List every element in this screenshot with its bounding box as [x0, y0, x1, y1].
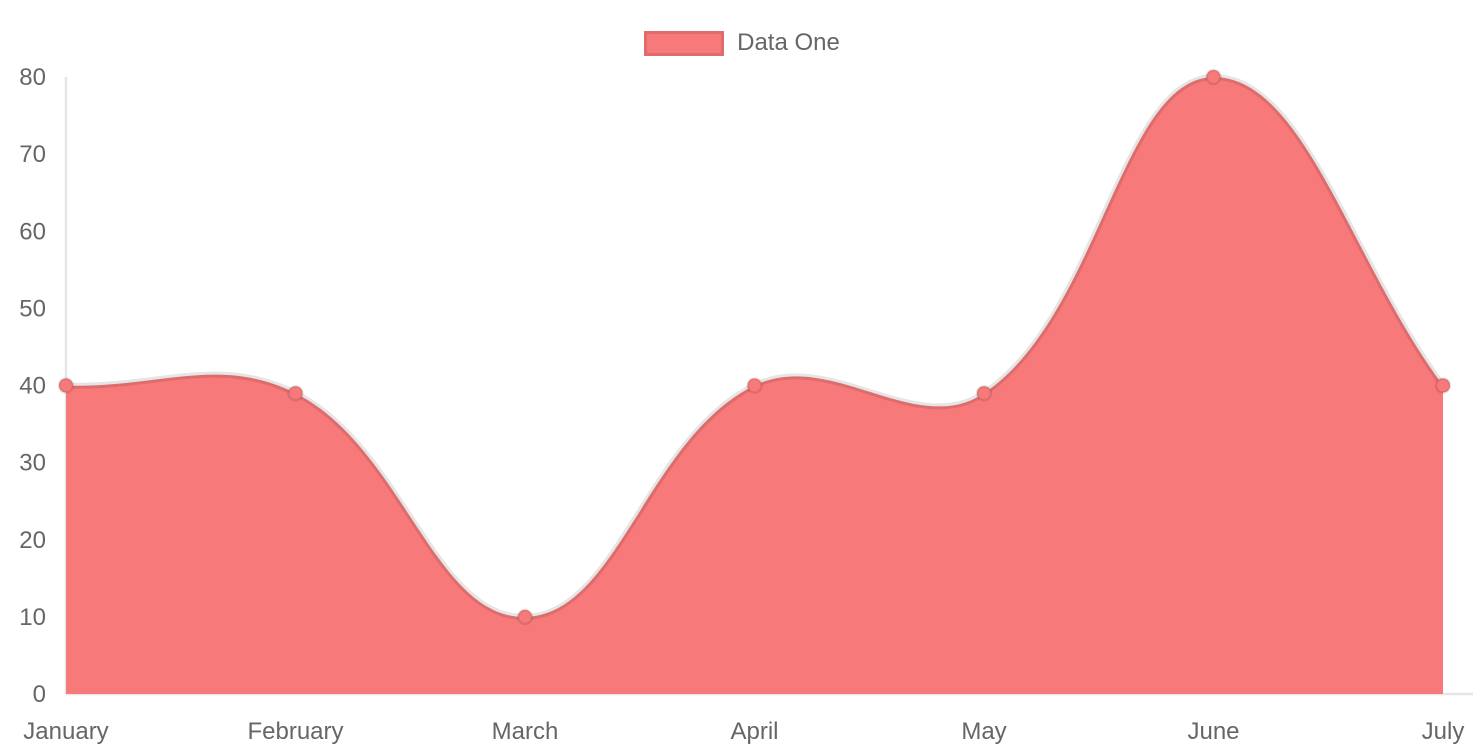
data-point-june[interactable] — [1205, 68, 1222, 86]
x-tick-label-march: March — [492, 718, 559, 745]
legend-label: Data One — [737, 29, 840, 56]
y-tick-label-70: 70 — [19, 141, 46, 168]
y-tick-label-0: 0 — [33, 681, 46, 708]
y-tick-label-10: 10 — [19, 604, 46, 631]
data-point-january[interactable] — [57, 377, 75, 394]
x-tick-label-january: January — [23, 718, 108, 745]
x-tick-label-may: May — [961, 718, 1006, 745]
y-tick-label-80: 80 — [19, 64, 46, 91]
y-tick-label-60: 60 — [19, 218, 46, 245]
legend-swatch — [644, 30, 725, 56]
data-point-july[interactable] — [1434, 377, 1452, 394]
data-point-march[interactable] — [516, 608, 534, 626]
y-tick-label-20: 20 — [19, 527, 46, 554]
chart-legend: Data One — [0, 30, 1484, 56]
legend-item-data-one[interactable]: Data One — [644, 30, 840, 56]
y-tick-label-40: 40 — [19, 373, 46, 400]
y-tick-label-30: 30 — [19, 450, 46, 477]
x-tick-label-february: February — [247, 718, 343, 745]
x-tick-label-april: April — [730, 718, 778, 745]
y-tick-label-50: 50 — [19, 295, 46, 322]
x-tick-label-july: July — [1422, 718, 1465, 745]
data-point-april[interactable] — [746, 377, 763, 394]
x-tick-label-june: June — [1187, 718, 1239, 745]
data-point-february[interactable] — [287, 384, 304, 402]
data-point-may[interactable] — [975, 384, 993, 402]
